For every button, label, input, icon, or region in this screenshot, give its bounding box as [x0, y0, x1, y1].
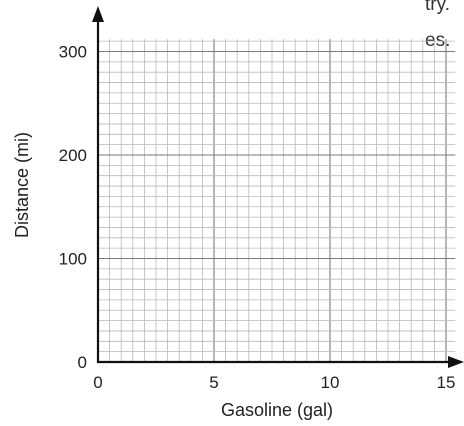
y-axis-label: Distance (mi) — [12, 132, 32, 238]
text-fragment-2: es. — [425, 30, 451, 51]
axes — [92, 6, 464, 368]
x-axis-label: Gasoline (gal) — [221, 400, 333, 420]
text-fragment-1: try. — [425, 0, 450, 15]
y-tick-label: 100 — [59, 250, 87, 269]
y-tick-label: 0 — [78, 353, 87, 372]
y-axis-arrow — [92, 6, 104, 22]
x-tick-label: 15 — [437, 373, 456, 392]
x-axis-arrow — [448, 356, 464, 368]
y-tick-label: 200 — [59, 146, 87, 165]
x-tick-label: 0 — [93, 373, 102, 392]
tick-labels: 0 5 10 15 0 100 200 300 — [59, 43, 456, 393]
grid — [98, 39, 456, 362]
x-tick-label: 5 — [209, 373, 218, 392]
x-tick-label: 10 — [321, 373, 340, 392]
y-tick-label: 300 — [59, 43, 87, 62]
